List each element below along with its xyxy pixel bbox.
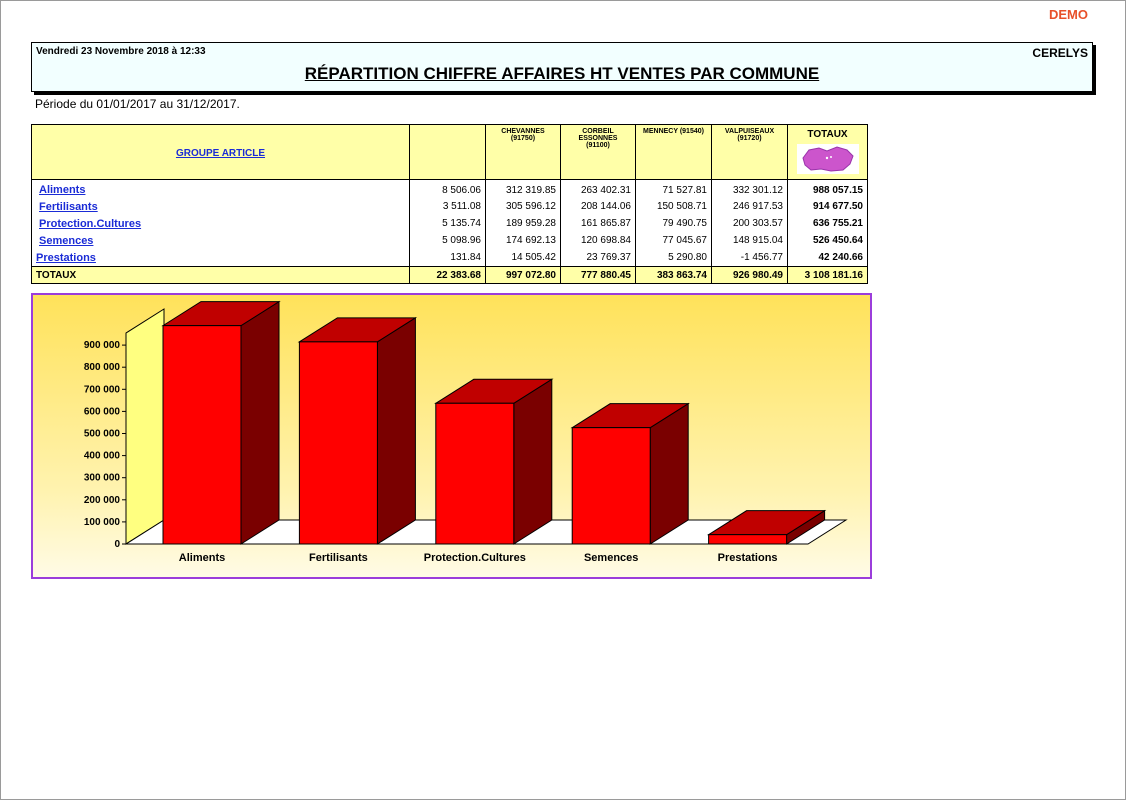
row-total-cell: 526 450.64	[787, 232, 868, 249]
totals-cell: 22 383.68	[409, 266, 486, 284]
value-cell: -1 456.77	[711, 249, 788, 267]
value-cell: 189 959.28	[485, 215, 561, 232]
value-cell: 14 505.42	[485, 249, 561, 267]
y-tick-label: 400 000	[84, 451, 121, 462]
y-tick-label: 200 000	[84, 495, 121, 506]
column-name: CORBEIL ESSONNES	[578, 128, 618, 142]
report-date: Vendredi 23 Novembre 2018 à 12:33	[36, 46, 206, 57]
column-name: CHEVANNES	[501, 128, 545, 135]
app-name: CERELYS	[1032, 46, 1088, 60]
table-row: Aliments 8 506.06 312 319.85 263 402.31 71 5…	[31, 179, 868, 198]
row-label-link[interactable]: Protection.Cultures	[31, 215, 410, 232]
value-cell: 120 698.84	[560, 232, 636, 249]
value-cell: 246 917.53	[711, 198, 788, 215]
bar	[162, 325, 242, 545]
bar	[571, 427, 651, 545]
totals-row: TOTAUX 22 383.68 997 072.80 777 880.45 3…	[31, 266, 868, 284]
row-label-link[interactable]: Aliments	[31, 179, 410, 198]
value-cell: 5 290.80	[635, 249, 712, 267]
column-name: MENNECY (91540)	[643, 128, 704, 135]
value-cell: 79 490.75	[635, 215, 712, 232]
period-text: Période du 01/01/2017 au 31/12/2017.	[35, 97, 240, 111]
bar-side	[240, 300, 280, 545]
value-cell: 23 769.37	[560, 249, 636, 267]
totals-cell: 777 880.45	[560, 266, 636, 284]
grand-total-cell: 3 108 181.16	[787, 266, 868, 284]
row-total-cell: 988 057.15	[787, 179, 868, 198]
report-title: RÉPARTITION CHIFFRE AFFAIRES HT VENTES P…	[304, 64, 820, 83]
row-label-link[interactable]: Prestations	[31, 249, 410, 267]
column-code: (91720)	[737, 135, 762, 142]
bar-side	[376, 316, 416, 545]
x-tick-label: Semences	[584, 552, 638, 564]
y-tick-label: 900 000	[84, 340, 121, 351]
x-tick-label: Aliments	[179, 552, 225, 564]
group-article-header[interactable]: GROUPE ARTICLE	[31, 124, 410, 180]
totals-header-label: TOTAUX	[807, 129, 848, 140]
value-cell: 77 045.67	[635, 232, 712, 249]
totals-cell: 383 863.74	[635, 266, 712, 284]
y-tick-label: 300 000	[84, 473, 121, 484]
bar-chart: 0 100 000 200 000 300 000 400 000 500 000 600 …	[31, 293, 872, 579]
demo-label: DEMO	[1049, 7, 1088, 22]
report-header: Vendredi 23 Novembre 2018 à 12:33 CERELY…	[31, 42, 1093, 92]
table-row: Fertilisants 3 511.08 305 596.12 208 144.06…	[31, 198, 868, 215]
column-name: VALPUISEAUX	[724, 128, 775, 135]
bar-chart-svg: 0 100 000 200 000 300 000 400 000 500 000 600 …	[84, 300, 848, 564]
column-code: (91750)	[510, 135, 536, 142]
bar	[298, 341, 378, 545]
column-header-valpuiseaux: VALPUISEAUX (91720)	[711, 124, 788, 180]
x-tick-label: Fertilisants	[309, 552, 368, 564]
table-row: Protection.Cultures 5 135.74 189 959.28 161…	[31, 215, 868, 232]
column-header-mennecy: MENNECY (91540)	[635, 124, 712, 180]
value-cell: 5 098.96	[409, 232, 486, 249]
row-total-cell: 42 240.66	[787, 249, 868, 267]
y-tick-label: 600 000	[84, 406, 121, 417]
value-cell: 263 402.31	[560, 179, 636, 198]
value-cell: 161 865.87	[560, 215, 636, 232]
value-cell: 8 506.06	[409, 179, 486, 198]
row-label-link[interactable]: Semences	[31, 232, 410, 249]
y-tick-label: 0	[114, 539, 120, 550]
bar-side	[513, 378, 553, 545]
value-cell: 332 301.12	[711, 179, 788, 198]
value-cell: 174 692.13	[485, 232, 561, 249]
value-cell: 3 511.08	[409, 198, 486, 215]
table-header-row: GROUPE ARTICLE CHEVANNES (91750) CORBEIL …	[31, 124, 868, 180]
value-cell: 150 508.71	[635, 198, 712, 215]
y-tick-label: 700 000	[84, 384, 121, 395]
x-tick-label: Protection.Cultures	[424, 552, 526, 564]
value-cell: 148 915.04	[711, 232, 788, 249]
table-row: Semences 5 098.96 174 692.13 120 698.84 77 0…	[31, 232, 868, 249]
sales-table: GROUPE ARTICLE CHEVANNES (91750) CORBEIL …	[31, 124, 868, 284]
value-cell: 312 319.85	[485, 179, 561, 198]
y-tick-label: 800 000	[84, 362, 121, 373]
column-header	[409, 124, 486, 180]
value-cell: 131.84	[409, 249, 486, 267]
map-region-icon	[796, 144, 859, 174]
row-total-cell: 636 755.21	[787, 215, 868, 232]
column-header-corbeil: CORBEIL ESSONNES (91100)	[560, 124, 636, 180]
column-header-totals: TOTAUX	[787, 124, 868, 180]
row-label-link[interactable]: Fertilisants	[31, 198, 410, 215]
value-cell: 208 144.06	[560, 198, 636, 215]
bar	[708, 534, 788, 545]
x-tick-label: Prestations	[718, 552, 778, 564]
y-tick-label: 500 000	[84, 429, 121, 440]
chart-back-wall	[125, 308, 165, 545]
column-header-chevannes: CHEVANNES (91750)	[485, 124, 561, 180]
y-tick-label: 100 000	[84, 517, 121, 528]
row-total-cell: 914 677.50	[787, 198, 868, 215]
bar-side	[649, 402, 689, 545]
column-code: (91100)	[586, 142, 610, 149]
value-cell: 305 596.12	[485, 198, 561, 215]
totals-cell: 997 072.80	[485, 266, 561, 284]
value-cell: 5 135.74	[409, 215, 486, 232]
table-row: Prestations 131.84 14 505.42 23 769.37 5 290…	[31, 249, 868, 267]
totals-row-label: TOTAUX	[31, 266, 410, 284]
value-cell: 71 527.81	[635, 179, 712, 198]
totals-cell: 926 980.49	[711, 266, 788, 284]
value-cell: 200 303.57	[711, 215, 788, 232]
bar	[435, 402, 515, 545]
